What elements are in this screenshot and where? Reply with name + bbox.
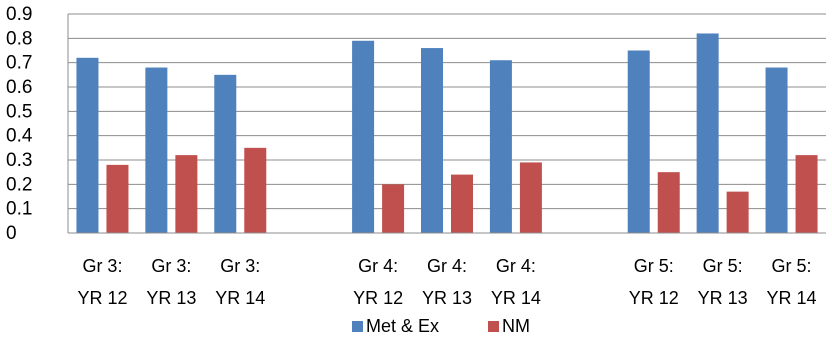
- x-tick-label: YR 13: [422, 288, 472, 308]
- bar-nm: [175, 155, 198, 233]
- bar-nm: [657, 172, 680, 233]
- y-tick-label: 0.4: [6, 126, 33, 147]
- legend-swatch: [488, 321, 499, 332]
- x-tick-label: Gr 5:: [772, 256, 812, 276]
- bar-met-ex: [696, 33, 719, 233]
- bar-nm: [795, 155, 818, 233]
- bar-met-ex: [489, 60, 512, 233]
- bar-nm: [106, 164, 129, 233]
- legend: Met & Ex NM: [352, 316, 530, 336]
- y-tick-label: 0.8: [6, 28, 32, 49]
- bar-nm: [451, 174, 473, 233]
- y-tick-label: 0.6: [6, 77, 32, 98]
- y-tick-label: 0.1: [6, 199, 32, 220]
- x-tick-label: Gr 4:: [496, 256, 536, 276]
- bar-nm: [382, 184, 405, 233]
- y-tick-label: 0: [6, 223, 17, 244]
- x-tick-label: Gr 4:: [358, 256, 398, 276]
- bar-nm: [244, 147, 267, 233]
- x-tick-label: Gr 5:: [634, 256, 674, 276]
- x-tick-label: Gr 4:: [427, 256, 467, 276]
- x-tick-label: YR 13: [146, 288, 196, 308]
- x-tick-label: YR 14: [767, 288, 817, 308]
- x-tick-label: Gr 3:: [220, 256, 260, 276]
- bar-met-ex: [76, 57, 99, 233]
- x-tick-label: Gr 3:: [151, 256, 191, 276]
- bar-nm: [726, 191, 749, 233]
- bar-met-ex: [765, 67, 788, 234]
- y-tick-label: 0.7: [6, 53, 32, 74]
- y-tick-label: 0.3: [6, 150, 32, 171]
- bar-met-ex: [214, 74, 237, 233]
- axes: [67, 14, 826, 234]
- bar-met-ex: [352, 40, 375, 234]
- bar-nm: [519, 162, 542, 233]
- y-tick-label: 0.5: [6, 101, 32, 122]
- bars: [76, 33, 818, 234]
- legend-label: Met & Ex: [366, 316, 439, 336]
- x-tick-label: Gr 5:: [703, 256, 743, 276]
- y-tick-labels: 0 0.1 0.2 0.3 0.4 0.5 0.6 0.7 0.8 0.9: [6, 4, 33, 244]
- x-tick-label: YR 13: [698, 288, 748, 308]
- legend-label: NM: [502, 316, 530, 336]
- x-tick-labels: Gr 3: YR 12 Gr 3: YR 13 Gr 3: YR 14 Gr 4: YR 12…: [77, 256, 816, 308]
- x-tick-label: YR 12: [629, 288, 679, 308]
- bar-met-ex: [627, 50, 650, 233]
- x-tick-label: YR 12: [77, 288, 127, 308]
- y-tick-label: 0.9: [6, 4, 32, 25]
- bar-met-ex: [421, 48, 443, 233]
- bar-met-ex: [145, 67, 168, 234]
- y-tick-label: 0.2: [6, 174, 32, 195]
- x-tick-label: Gr 3:: [82, 256, 122, 276]
- x-tick-label: YR 14: [215, 288, 265, 308]
- legend-swatch: [352, 321, 363, 332]
- x-tick-label: YR 14: [491, 288, 541, 308]
- x-tick-label: YR 12: [353, 288, 403, 308]
